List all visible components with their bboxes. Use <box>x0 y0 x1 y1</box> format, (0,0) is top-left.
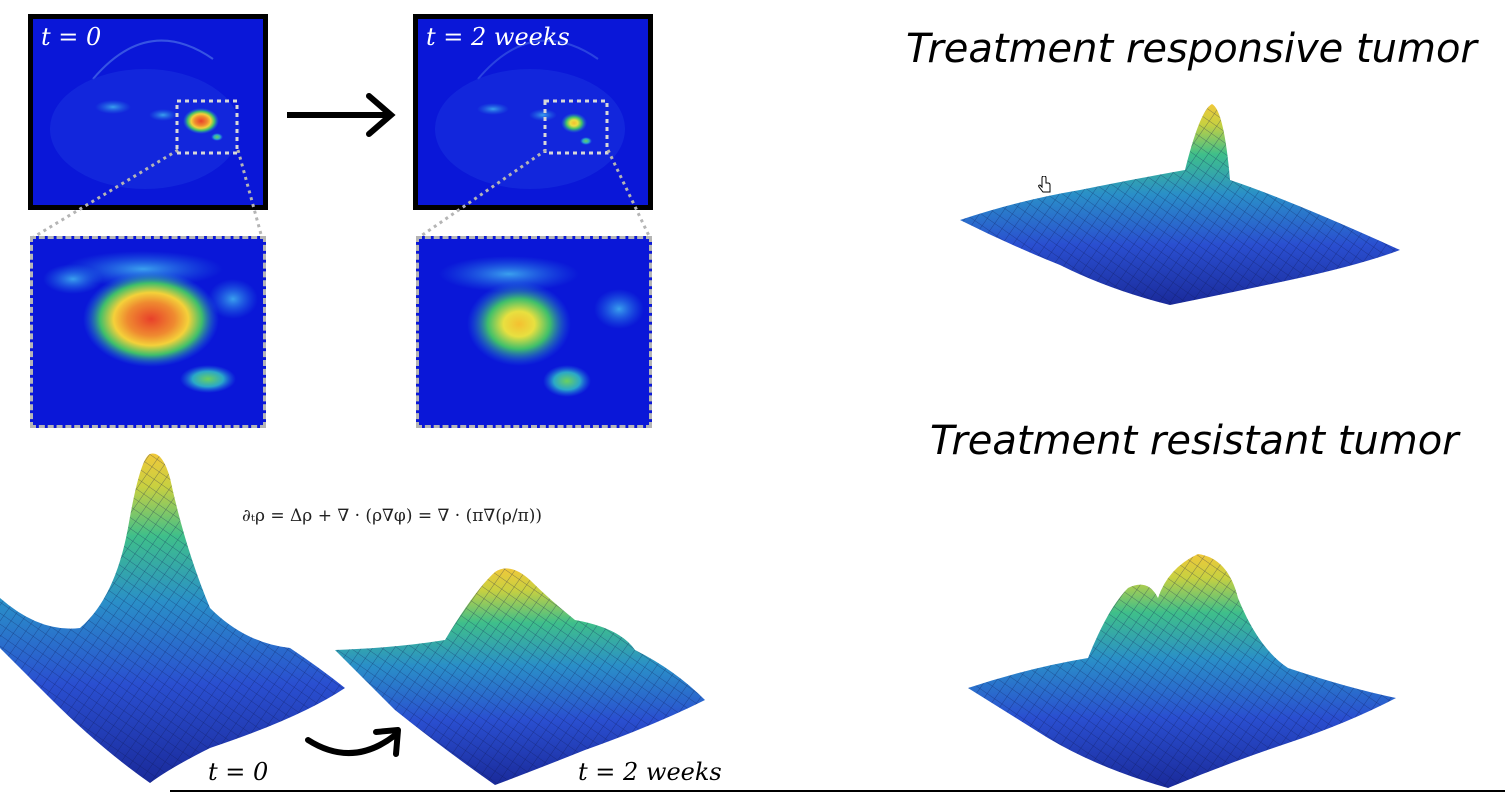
surface-plot-responsive <box>960 104 1400 305</box>
scan-before-image <box>33 19 263 205</box>
zoom-after <box>416 236 652 428</box>
curved-arrow-icon <box>305 727 401 757</box>
surface-plot-after <box>335 568 705 785</box>
arrow-right-icon <box>287 93 396 137</box>
scan-after: t = 2 weeks <box>413 14 653 210</box>
scan-before: t = 0 <box>28 14 268 210</box>
responsive-title: Treatment responsive tumor <box>906 26 1477 72</box>
surface-plot-before <box>0 453 345 783</box>
zoom-before <box>30 236 266 428</box>
cursor-hand-icon <box>1038 176 1051 193</box>
surface-before-label: t = 0 <box>208 758 269 786</box>
equation: ∂ₜρ = Δρ + ∇ · (ρ∇φ) = ∇ · (π∇(ρ/π)) <box>242 506 543 526</box>
resistant-title: Treatment resistant tumor <box>930 418 1459 464</box>
surface-after-label: t = 2 weeks <box>578 758 722 786</box>
scan-after-image <box>418 19 648 205</box>
zoom-before-image <box>33 239 263 425</box>
zoom-after-image <box>419 239 649 425</box>
bottom-rule <box>170 790 1505 792</box>
zoom-connectors <box>31 148 652 240</box>
scan-after-label: t = 2 weeks <box>426 23 570 51</box>
surface-plot-resistant <box>968 554 1396 788</box>
scan-before-label: t = 0 <box>41 23 102 51</box>
